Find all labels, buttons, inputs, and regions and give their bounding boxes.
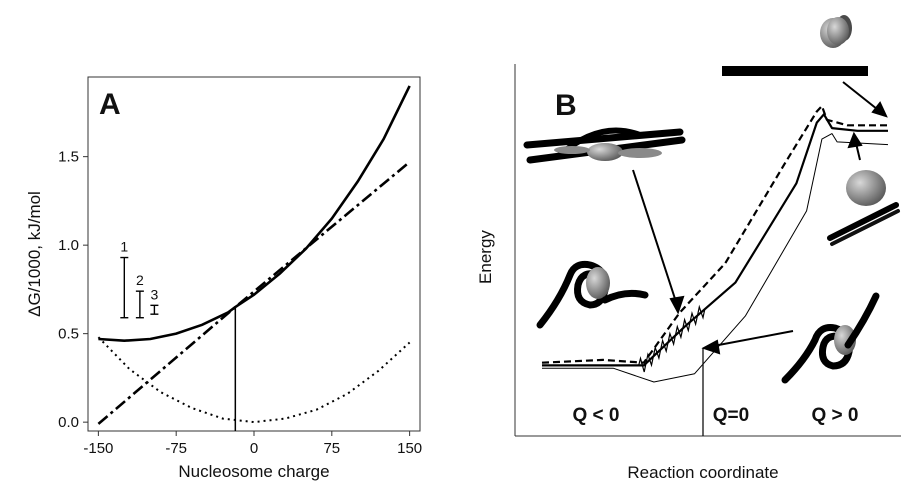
histone-disc-free-illustration [820,15,852,48]
x-tick-label: -150 [83,440,113,457]
x-tick-label: 75 [323,440,340,457]
error-bar-1: 1 [120,239,128,319]
region-label-q-negative: Q < 0 [573,405,620,426]
region-label-q-zero: Q=0 [713,405,749,426]
y-tick-label: 0.5 [58,326,79,343]
panel-a-error-bars: 1 23 [120,239,159,319]
x-tick-label: -75 [165,440,187,457]
x-tick-label: 150 [397,440,422,457]
panel-a-frame [87,76,421,432]
panel-b-ylabel: Energy [476,230,495,284]
panel-a: A -150 -75 0 75 150 0.0 0.5 1.0 1.5 1 23 Nucleoso… [25,76,422,481]
panel-b-series [541,104,889,383]
y-tick-label: 1.5 [58,149,79,166]
nucleosome-on-dna-illustration-right [827,170,900,246]
panel-a-letter: A [99,88,121,121]
panel-a-ticks: -150 -75 0 75 150 0.0 0.5 1.0 1.5 [58,149,422,457]
panel-a-series-solid [98,85,411,343]
wrapped-nucleosome-illustration-left [536,261,649,329]
error-bar-label: 2 [136,272,144,288]
wrapped-nucleosome-illustration-right [781,292,880,384]
panel-a-xlabel: Nucleosome charge [178,462,329,481]
x-tick-label: 0 [250,440,258,457]
panel-b-series-thin [542,133,889,383]
panel-b-series-solid [542,113,888,367]
region-label-q-positive: Q > 0 [812,405,859,426]
unwrapped-nucleosome-illustration [523,127,686,164]
panel-b: B Reaction coordinate Energy Q < 0 Q=0 Q… [476,15,901,482]
panel-a-series-dash-dot [97,161,411,425]
y-tick-label: 1.0 [58,237,79,254]
panel-b-ripple [638,304,706,373]
error-bar-3: 3 [150,286,159,315]
panel-b-xlabel: Reaction coordinate [627,463,778,482]
y-tick-label: 0.0 [58,414,79,431]
panel-b-series-dashed [541,104,888,364]
panel-a-series-dotted [97,336,411,424]
panel-a-ylabel: ΔG/1000, kJ/mol [25,191,44,317]
error-bar-label: 3 [151,286,159,302]
annotation-arrows [632,81,888,355]
free-dna-bar-illustration [722,66,868,76]
error-bar-2: 2 [135,272,144,319]
error-bar-label: 1 [120,239,128,255]
panel-a-series [97,85,411,431]
panel-b-letter: B [555,89,577,122]
